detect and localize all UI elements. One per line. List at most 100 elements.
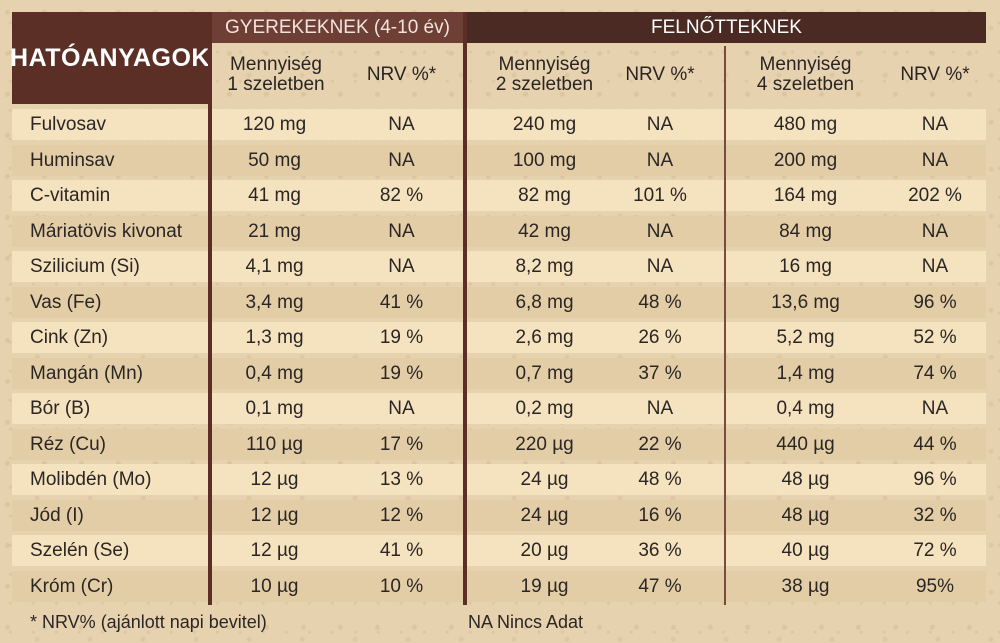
table-cell-aq: 20 µg xyxy=(520,539,569,561)
table-cell-bq: 48 µg xyxy=(781,468,830,490)
table-cell-aq: 0,7 mg xyxy=(515,362,574,384)
table-cell-bq: 1,4 mg xyxy=(776,362,835,384)
table-cell-kn: NA xyxy=(388,255,415,277)
table-cell-an: 26 % xyxy=(638,326,682,348)
column-header-line: 4 szeletben xyxy=(756,74,855,95)
table-cell-aq: 0,2 mg xyxy=(515,397,574,419)
table-row xyxy=(12,109,986,140)
table-cell-kn: NA xyxy=(388,113,415,135)
table-row xyxy=(12,571,986,602)
table-cell-an: NA xyxy=(646,397,674,419)
table-cell-bq: 0,4 mg xyxy=(776,397,835,419)
table-title: HATÓANYAGOK xyxy=(10,12,209,104)
table-cell-an: NA xyxy=(646,255,674,277)
table-cell-an: NA xyxy=(646,113,674,135)
column-header-line: Mennyiség xyxy=(498,54,591,76)
table-cell-kq: 12 µg xyxy=(250,468,299,490)
table-row xyxy=(12,500,986,531)
table-cell-kn: NA xyxy=(388,149,415,171)
table-cell-an: 101 % xyxy=(633,184,687,206)
table-cell-an: 37 % xyxy=(638,362,682,384)
table-cell-aq: 82 mg xyxy=(518,184,571,206)
table-cell-kn: 82 % xyxy=(379,184,424,206)
column-divider xyxy=(724,46,726,605)
ingredient-name: Réz (Cu) xyxy=(30,433,107,455)
table-cell-bn: 95% xyxy=(915,575,955,597)
table-cell-an: NA xyxy=(646,220,674,242)
table-cell-an: 22 % xyxy=(638,433,682,455)
table-cell-kq: 21 mg xyxy=(248,220,301,242)
table-cell-an: 47 % xyxy=(638,575,682,597)
table-cell-an: 48 % xyxy=(638,468,682,490)
column-header-adults2-quantity: Mennyiség 2 szeletben xyxy=(467,46,622,104)
table-cell-bn: NA xyxy=(921,149,949,171)
table-cell-bn: 96 % xyxy=(913,291,957,313)
table-row xyxy=(12,429,986,460)
table-row xyxy=(12,216,986,247)
column-header-kids-quantity: Mennyiség 1 szeletben xyxy=(212,46,340,104)
table-cell-an: 48 % xyxy=(638,291,682,313)
table-row xyxy=(12,358,986,389)
table-cell-bn: NA xyxy=(921,397,949,419)
ingredient-name: Szilicium (Si) xyxy=(30,255,140,277)
table-cell-bn: 44 % xyxy=(913,433,957,455)
table-cell-kq: 0,1 mg xyxy=(245,397,304,419)
table-cell-kn: 19 % xyxy=(379,362,424,384)
table-cell-aq: 24 µg xyxy=(520,504,569,526)
table-cell-kn: 41 % xyxy=(379,539,424,561)
table-cell-aq: 19 µg xyxy=(520,575,569,597)
ingredient-name: Jód (I) xyxy=(30,504,84,526)
column-header-line: 1 szeletben xyxy=(227,74,325,95)
table-row xyxy=(12,145,986,176)
table-cell-bq: 200 mg xyxy=(773,149,838,171)
table-cell-kq: 0,4 mg xyxy=(245,362,304,384)
table-cell-kq: 3,4 mg xyxy=(245,291,304,313)
ingredient-name: Vas (Fe) xyxy=(30,291,102,313)
table-cell-bq: 84 mg xyxy=(779,220,832,242)
column-header-adults4-nrv: NRV %* xyxy=(900,64,970,86)
table-cell-bq: 480 mg xyxy=(773,113,838,135)
table-row xyxy=(12,322,986,353)
table-cell-kq: 1,3 mg xyxy=(245,326,304,348)
table-cell-bn: NA xyxy=(921,113,949,135)
table-row xyxy=(12,393,986,424)
table-cell-bn: NA xyxy=(921,255,949,277)
table-cell-kq: 50 mg xyxy=(248,149,301,171)
table-cell-kn: 13 % xyxy=(379,468,424,490)
ingredient-name: Mangán (Mn) xyxy=(30,362,143,384)
table-cell-kn: 12 % xyxy=(379,504,424,526)
table-cell-bq: 48 µg xyxy=(781,504,830,526)
ingredient-name: Króm (Cr) xyxy=(30,575,114,597)
table-cell-aq: 220 µg xyxy=(515,433,574,455)
table-cell-kq: 4,1 mg xyxy=(245,255,304,277)
ingredient-name: Molibdén (Mo) xyxy=(30,468,152,490)
table-cell-aq: 100 mg xyxy=(512,149,577,171)
table-cell-bn: NA xyxy=(921,220,949,242)
table-cell-bn: 72 % xyxy=(913,539,957,561)
table-cell-an: 36 % xyxy=(638,539,682,561)
table-cell-aq: 6,8 mg xyxy=(515,291,574,313)
ingredient-name: Bór (B) xyxy=(30,397,91,419)
table-cell-kn: 17 % xyxy=(379,433,424,455)
table-cell-kq: 12 µg xyxy=(250,504,299,526)
table-cell-aq: 8,2 mg xyxy=(515,255,574,277)
table-cell-aq: 24 µg xyxy=(520,468,569,490)
table-cell-bq: 16 mg xyxy=(779,255,832,277)
column-header-adults2-nrv: NRV %* xyxy=(625,64,695,86)
table-cell-aq: 240 mg xyxy=(512,113,577,135)
table-cell-kq: 12 µg xyxy=(250,539,299,561)
table-cell-aq: 2,6 mg xyxy=(515,326,574,348)
column-header-adults4-quantity: Mennyiség 4 szeletben xyxy=(728,46,883,104)
table-cell-aq: 42 mg xyxy=(518,220,571,242)
column-header-line: 2 szeletben xyxy=(495,74,594,95)
ingredient-name: Cink (Zn) xyxy=(30,326,109,348)
column-header-line: Mennyiség xyxy=(230,54,322,76)
column-header-line: Mennyiség xyxy=(759,54,852,76)
table-cell-an: 16 % xyxy=(638,504,682,526)
table-cell-bq: 164 mg xyxy=(773,184,838,206)
column-divider xyxy=(463,12,467,605)
table-cell-kq: 120 mg xyxy=(242,113,307,135)
table-cell-bn: 32 % xyxy=(913,504,957,526)
ingredient-name: Máriatövis kivonat xyxy=(30,220,183,242)
